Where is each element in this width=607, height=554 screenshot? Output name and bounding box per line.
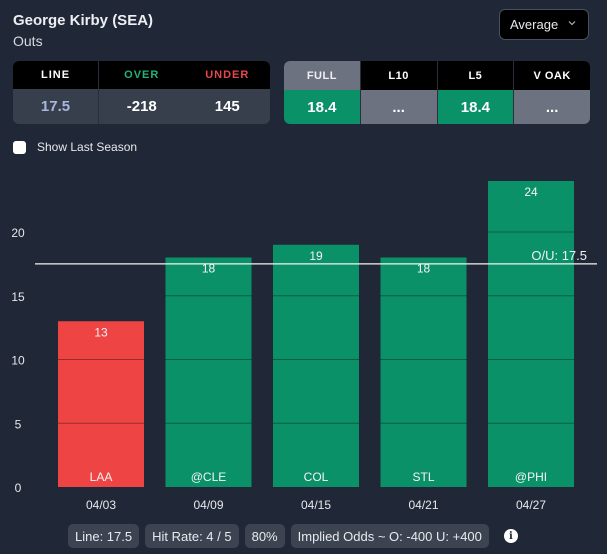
chevron-down-icon: [568, 21, 576, 26]
bar: [380, 257, 467, 487]
summary-bar: Line: 17.5 Hit Rate: 4 / 5 80% Implied O…: [68, 524, 518, 548]
threshold-label: O/U: 17.5: [531, 248, 587, 263]
x-tick-label: 04/09: [193, 498, 223, 512]
y-tick-label: 0: [15, 481, 22, 495]
line-value: 17.5: [13, 89, 99, 124]
x-tick-label: 04/21: [408, 498, 438, 512]
game-log-chart: 0 5 10 15 20 13 LAA 04/03 18 @CLE 04/09 19 COL 04/15 1…: [11, 181, 597, 512]
view-select-value: Average: [510, 17, 559, 32]
bar-value-label: 18: [417, 262, 431, 276]
bar-value-label: 24: [524, 185, 538, 199]
hit-rate-pill: Hit Rate: 4 / 5: [145, 524, 239, 548]
bar: [488, 181, 574, 487]
tab-v-oak[interactable]: V OAK: [513, 61, 590, 90]
stat-name: Outs: [13, 33, 43, 49]
bar-opponent-label: @PHI: [515, 470, 547, 484]
y-tick-label: 15: [11, 290, 25, 304]
bar-opponent-label: COL: [304, 470, 329, 484]
show-last-season-toggle[interactable]: Show Last Season: [13, 140, 137, 154]
split-l5-value: 18.4: [436, 90, 514, 124]
split-v-oak-value: ...: [513, 90, 590, 124]
splits-table: FULL L10 L5 V OAK 18.4 ... 18.4 ...: [284, 61, 590, 124]
tab-full[interactable]: FULL: [284, 61, 360, 90]
bar-value-label: 18: [202, 262, 216, 276]
over-odds: -218: [126, 98, 157, 115]
x-tick-label: 04/03: [86, 498, 116, 512]
show-last-season-label: Show Last Season: [37, 140, 138, 154]
split-full-value: 18.4: [284, 90, 360, 124]
line-header: LINE: [13, 61, 99, 89]
view-select[interactable]: Average: [499, 9, 589, 40]
show-last-season-checkbox[interactable]: [13, 140, 26, 154]
y-tick-label: 5: [15, 417, 22, 431]
bar-value-label: 13: [94, 325, 108, 339]
under-header: UNDER: [205, 69, 250, 81]
line-pill: Line: 17.5: [68, 524, 140, 548]
player-name: George Kirby (SEA): [13, 12, 154, 29]
bar-opponent-label: LAA: [90, 470, 113, 484]
tab-l10[interactable]: L10: [359, 61, 437, 90]
info-icon[interactable]: i: [503, 529, 518, 543]
bar: [58, 321, 144, 487]
line-odds-table: LINE OVER UNDER 17.5 -218 145: [13, 61, 270, 124]
hit-pct-pill: 80%: [244, 524, 285, 548]
bar: [165, 257, 252, 487]
x-tick-label: 04/15: [301, 498, 331, 512]
bar-value-label: 19: [309, 249, 323, 263]
split-l10-value: ...: [359, 90, 437, 124]
x-tick-label: 04/27: [516, 498, 546, 512]
y-tick-label: 10: [11, 354, 25, 368]
tab-l5[interactable]: L5: [436, 61, 514, 90]
y-tick-label: 20: [11, 226, 25, 240]
over-header: OVER: [124, 69, 160, 81]
bar: [273, 244, 359, 487]
implied-odds-pill: Implied Odds ~ O: -400 U: +400: [290, 524, 489, 548]
bar-opponent-label: STL: [412, 470, 434, 484]
bar-opponent-label: @CLE: [191, 470, 227, 484]
under-odds: 145: [214, 98, 240, 115]
